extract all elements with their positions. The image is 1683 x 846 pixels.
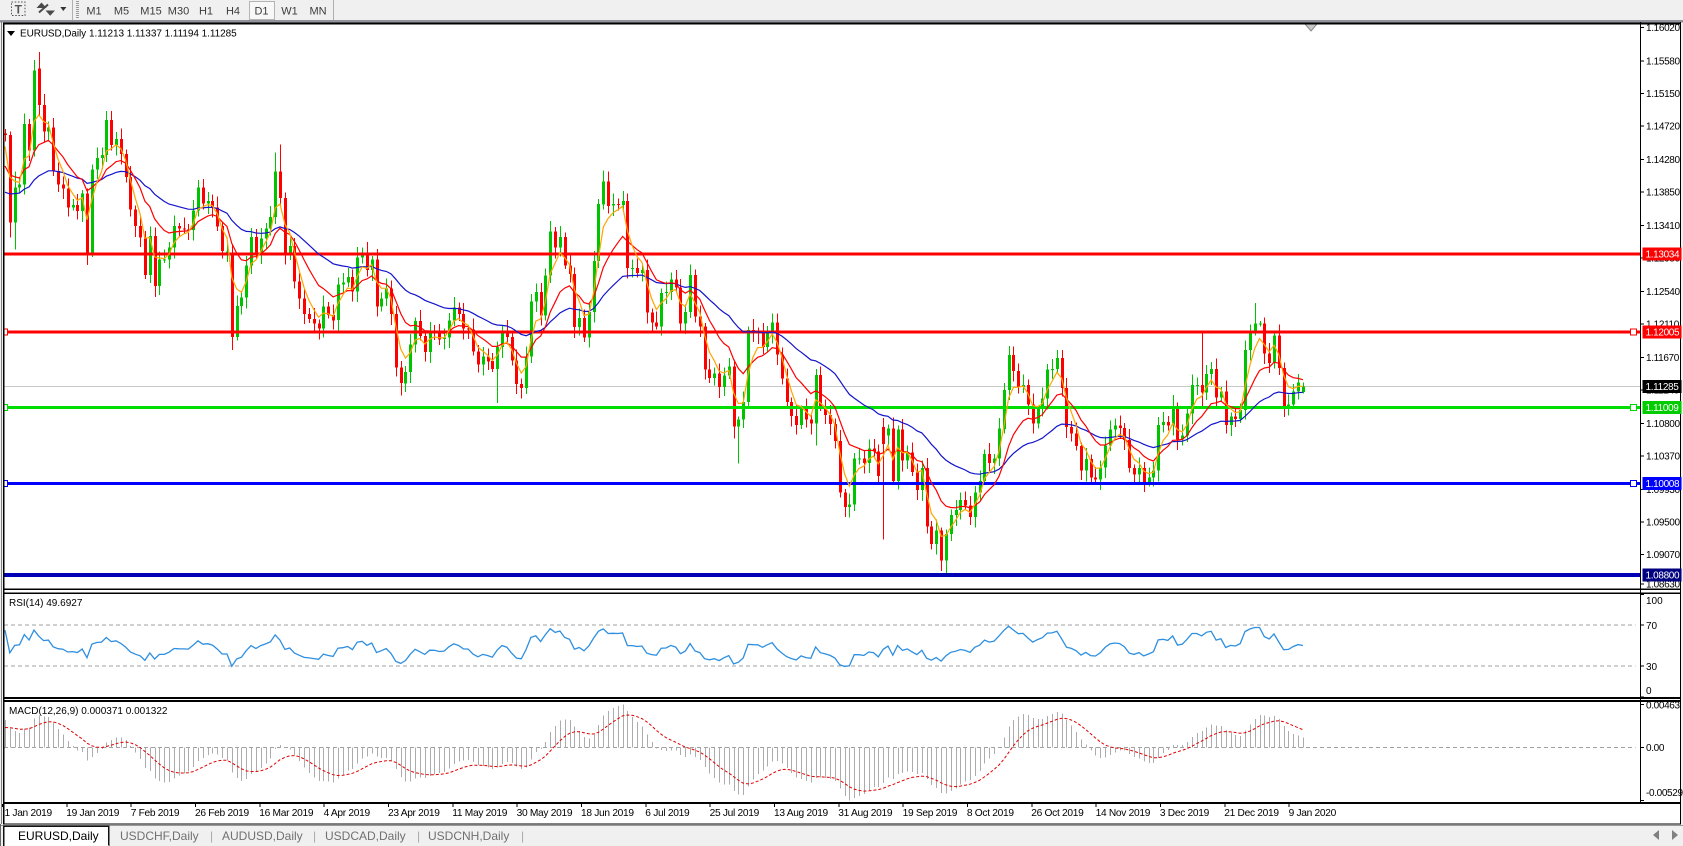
- svg-text:70: 70: [1646, 621, 1658, 632]
- svg-text:1.13850: 1.13850: [1646, 188, 1680, 199]
- svg-text:1.12005: 1.12005: [1646, 328, 1680, 339]
- svg-text:H4: H4: [226, 6, 240, 18]
- svg-text:26 Feb 2019: 26 Feb 2019: [195, 808, 250, 819]
- svg-text:11 May 2019: 11 May 2019: [452, 808, 507, 819]
- svg-text:W1: W1: [281, 6, 298, 18]
- svg-text:USDCNH,Daily: USDCNH,Daily: [428, 829, 509, 843]
- svg-text:0.00: 0.00: [1646, 743, 1665, 754]
- svg-text:100: 100: [1646, 596, 1663, 607]
- svg-text:6 Jul 2019: 6 Jul 2019: [645, 808, 690, 819]
- svg-text:4 Apr 2019: 4 Apr 2019: [324, 808, 371, 819]
- svg-text:USDCHF,Daily: USDCHF,Daily: [120, 829, 199, 843]
- svg-text:|: |: [521, 829, 524, 843]
- svg-text:USDCAD,Daily: USDCAD,Daily: [325, 829, 406, 843]
- svg-text:25 Jul 2019: 25 Jul 2019: [710, 808, 760, 819]
- svg-text:EURUSD,Daily: EURUSD,Daily: [18, 829, 99, 843]
- svg-text:1.15580: 1.15580: [1646, 56, 1680, 67]
- svg-text:1.14280: 1.14280: [1646, 155, 1680, 166]
- svg-text:1.11213 1.11337 1.11194 1.1128: 1.11213 1.11337 1.11194 1.11285: [89, 29, 237, 40]
- svg-text:1.13034: 1.13034: [1646, 250, 1680, 261]
- svg-text:M5: M5: [114, 6, 129, 18]
- svg-text:30 May 2019: 30 May 2019: [517, 808, 573, 819]
- svg-text:31 Aug 2019: 31 Aug 2019: [838, 808, 893, 819]
- svg-text:1.11285: 1.11285: [1646, 382, 1680, 393]
- svg-text:21 Dec 2019: 21 Dec 2019: [1224, 808, 1279, 819]
- svg-text:MN: MN: [309, 6, 326, 18]
- svg-text:M30: M30: [168, 6, 189, 18]
- svg-text:0.00463: 0.00463: [1646, 701, 1680, 712]
- svg-text:1.08800: 1.08800: [1646, 571, 1680, 582]
- svg-text:18 Jun 2019: 18 Jun 2019: [581, 808, 634, 819]
- svg-text:-0.005299: -0.005299: [1646, 788, 1683, 799]
- svg-text:1.09930: 1.09930: [1646, 485, 1680, 496]
- svg-text:RSI(14) 49.6927: RSI(14) 49.6927: [9, 598, 83, 609]
- svg-text:1.13410: 1.13410: [1646, 221, 1680, 232]
- svg-text:16 Mar 2019: 16 Mar 2019: [259, 808, 314, 819]
- svg-text:T: T: [15, 3, 23, 17]
- svg-text:AUDUSD,Daily: AUDUSD,Daily: [222, 829, 303, 843]
- svg-text:H1: H1: [199, 6, 213, 18]
- svg-text:1 Jan 2019: 1 Jan 2019: [5, 808, 53, 819]
- svg-text:1.10008: 1.10008: [1646, 479, 1680, 490]
- svg-text:1.11009: 1.11009: [1646, 403, 1680, 414]
- svg-text:1.10370: 1.10370: [1646, 452, 1680, 463]
- svg-text:23 Apr 2019: 23 Apr 2019: [388, 808, 440, 819]
- svg-text:D1: D1: [254, 6, 268, 18]
- svg-text:19 Sep 2019: 19 Sep 2019: [903, 808, 958, 819]
- svg-text:EURUSD,Daily: EURUSD,Daily: [20, 29, 86, 40]
- svg-text:1.08630: 1.08630: [1646, 580, 1680, 591]
- svg-text:1.09070: 1.09070: [1646, 550, 1680, 561]
- svg-text:1.11670: 1.11670: [1646, 353, 1680, 364]
- svg-text:8 Oct 2019: 8 Oct 2019: [967, 808, 1014, 819]
- svg-text:1.10800: 1.10800: [1646, 419, 1680, 430]
- svg-text:7 Feb 2019: 7 Feb 2019: [131, 808, 180, 819]
- svg-text:|: |: [313, 829, 316, 843]
- svg-text:MACD(12,26,9) 0.000371 0.00132: MACD(12,26,9) 0.000371 0.001322: [9, 706, 168, 717]
- svg-text:26 Oct 2019: 26 Oct 2019: [1031, 808, 1084, 819]
- svg-text:14 Nov 2019: 14 Nov 2019: [1096, 808, 1151, 819]
- svg-text:3 Dec 2019: 3 Dec 2019: [1160, 808, 1210, 819]
- svg-text:M1: M1: [86, 6, 101, 18]
- svg-text:1.16020: 1.16020: [1646, 23, 1680, 34]
- svg-text:0: 0: [1646, 686, 1652, 697]
- svg-text:|: |: [417, 829, 420, 843]
- svg-text:M15: M15: [140, 6, 161, 18]
- svg-text:30: 30: [1646, 662, 1658, 673]
- svg-text:1.15150: 1.15150: [1646, 89, 1680, 100]
- svg-text:19 Jan 2019: 19 Jan 2019: [66, 808, 119, 819]
- svg-text:1.14720: 1.14720: [1646, 122, 1680, 133]
- svg-text:9 Jan 2020: 9 Jan 2020: [1289, 808, 1337, 819]
- svg-text:|: |: [210, 829, 213, 843]
- svg-text:1.12110: 1.12110: [1646, 320, 1680, 331]
- svg-text:13 Aug 2019: 13 Aug 2019: [774, 808, 829, 819]
- svg-text:1.09500: 1.09500: [1646, 518, 1680, 529]
- svg-text:1.12540: 1.12540: [1646, 287, 1680, 298]
